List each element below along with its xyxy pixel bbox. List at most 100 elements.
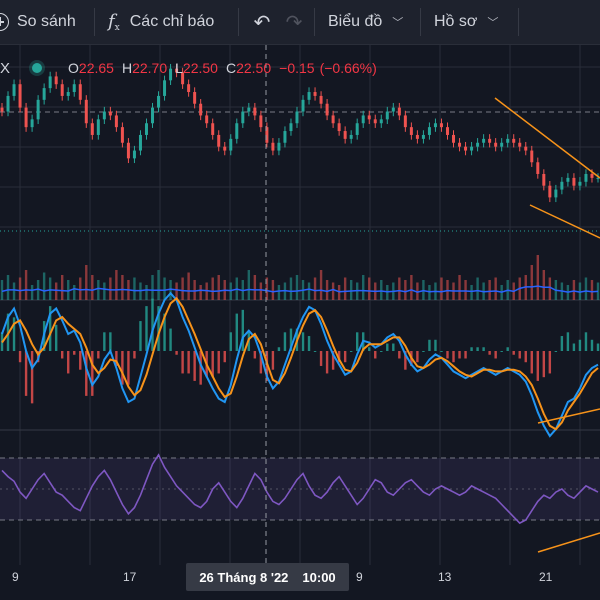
macd-hist-bar xyxy=(470,347,473,351)
candle-body xyxy=(6,95,10,112)
volume-bar xyxy=(410,275,413,300)
candle-body xyxy=(578,181,582,186)
volume-bar xyxy=(12,282,16,300)
macd-hist-bar xyxy=(97,351,100,359)
volume-bar xyxy=(97,280,100,300)
macd-hist-bar xyxy=(313,351,317,352)
macd-hist-bar xyxy=(331,351,335,370)
chart-menu-button[interactable]: Biểu đồ ﹀ xyxy=(328,0,418,44)
change-value: −0.15 xyxy=(279,60,315,76)
candle-body xyxy=(596,177,600,179)
volume-bar xyxy=(151,275,154,300)
candle-body xyxy=(223,146,227,151)
candle-body xyxy=(470,146,474,151)
volume-bar xyxy=(313,277,317,300)
macd-hist-bar xyxy=(512,351,515,355)
candle-body xyxy=(96,119,100,135)
candle-body xyxy=(439,123,443,128)
macd-hist-bar xyxy=(85,351,88,396)
candle-body xyxy=(24,107,28,128)
macd-hist-bar xyxy=(241,309,245,351)
toolbar-divider xyxy=(94,8,95,36)
macd-hist-bar xyxy=(103,332,106,351)
volume-bar xyxy=(380,280,383,300)
volume-bar xyxy=(349,280,353,300)
candle-body xyxy=(433,123,437,128)
macd-hist-bar xyxy=(217,351,220,374)
rsi-band xyxy=(0,457,600,521)
compare-button[interactable]: So sánh xyxy=(0,0,94,44)
macd-hist-bar xyxy=(554,351,558,352)
candle-body xyxy=(337,123,341,132)
macd-hist-bar xyxy=(566,332,570,351)
chart-menu-label: Biểu đồ xyxy=(328,13,383,30)
high-label: H xyxy=(121,60,133,76)
candle-body xyxy=(72,84,76,93)
crosshair-time-label: 26 Tháng 8 '22 10:00 xyxy=(186,563,349,591)
candle-body xyxy=(560,181,564,190)
x-axis-tick: 9 xyxy=(356,570,363,584)
macd-hist-bar xyxy=(283,332,287,351)
candle-body xyxy=(193,92,197,104)
macd-hist-bar xyxy=(584,332,588,351)
macd-hist-bar xyxy=(235,313,238,351)
candle-body xyxy=(325,103,329,116)
chart-canvas[interactable] xyxy=(0,45,600,600)
candle-body xyxy=(283,131,287,143)
macd-trendline xyxy=(537,408,600,424)
candle-body xyxy=(78,84,82,100)
candle-body xyxy=(307,92,311,100)
volume-bar xyxy=(133,277,136,300)
macd-hist-bar xyxy=(458,351,461,359)
undo-button[interactable]: ↶ xyxy=(250,0,274,44)
candle-body xyxy=(488,138,492,143)
candle-body xyxy=(397,107,401,116)
macd-hist-bar xyxy=(524,351,527,363)
indicators-button[interactable]: fx Các chỉ báo xyxy=(108,0,238,44)
candle-body xyxy=(524,146,528,151)
candle-body xyxy=(0,107,4,112)
volume-bar xyxy=(103,282,106,300)
volume-bar xyxy=(404,280,407,300)
candle-body xyxy=(235,123,239,139)
candle-body xyxy=(18,84,22,108)
macd-hist-bar xyxy=(175,351,178,355)
macd-hist-bar xyxy=(187,351,190,374)
compare-label: So sánh xyxy=(17,13,76,30)
volume-bar xyxy=(163,277,166,300)
candle-body xyxy=(102,111,106,120)
volume-bar xyxy=(536,255,539,300)
candle-body xyxy=(12,84,16,96)
macd-hist-bar xyxy=(325,351,329,374)
macd-hist-bar xyxy=(18,351,22,363)
indicator-lines xyxy=(1,285,599,525)
profile-menu-label: Hồ sơ xyxy=(434,13,478,30)
macd-hist-bar xyxy=(54,324,58,351)
candle-body xyxy=(181,72,185,85)
volume-bar xyxy=(578,282,582,300)
macd-hist-bar xyxy=(91,351,94,396)
macd-hist-bar xyxy=(392,343,395,351)
volume-bar xyxy=(596,282,600,300)
macd-hist-bar xyxy=(355,332,359,351)
redo-button[interactable]: ↷ xyxy=(282,0,306,44)
volume-bar xyxy=(259,282,263,300)
macd-hist-bar xyxy=(422,351,425,352)
low-label: L xyxy=(175,60,183,76)
toolbar-divider xyxy=(420,8,421,36)
macd-hist-bar xyxy=(560,336,564,351)
volume-bar xyxy=(542,270,546,300)
macd-hist-bar xyxy=(518,351,521,359)
macd-hist-bar xyxy=(181,351,184,374)
volume-bar xyxy=(6,275,10,300)
profile-menu-button[interactable]: Hồ sơ ﹀ xyxy=(434,0,524,44)
plus-circle-icon xyxy=(0,13,9,31)
chevron-down-icon: ﹀ xyxy=(487,17,499,29)
volume-bar xyxy=(548,277,552,300)
candle-body xyxy=(349,134,353,139)
volume-bar xyxy=(362,275,365,300)
macd-hist-bar xyxy=(211,351,214,378)
volume-bar xyxy=(458,275,461,300)
volume-bar xyxy=(48,277,52,300)
price-trendline-upper xyxy=(494,97,600,179)
